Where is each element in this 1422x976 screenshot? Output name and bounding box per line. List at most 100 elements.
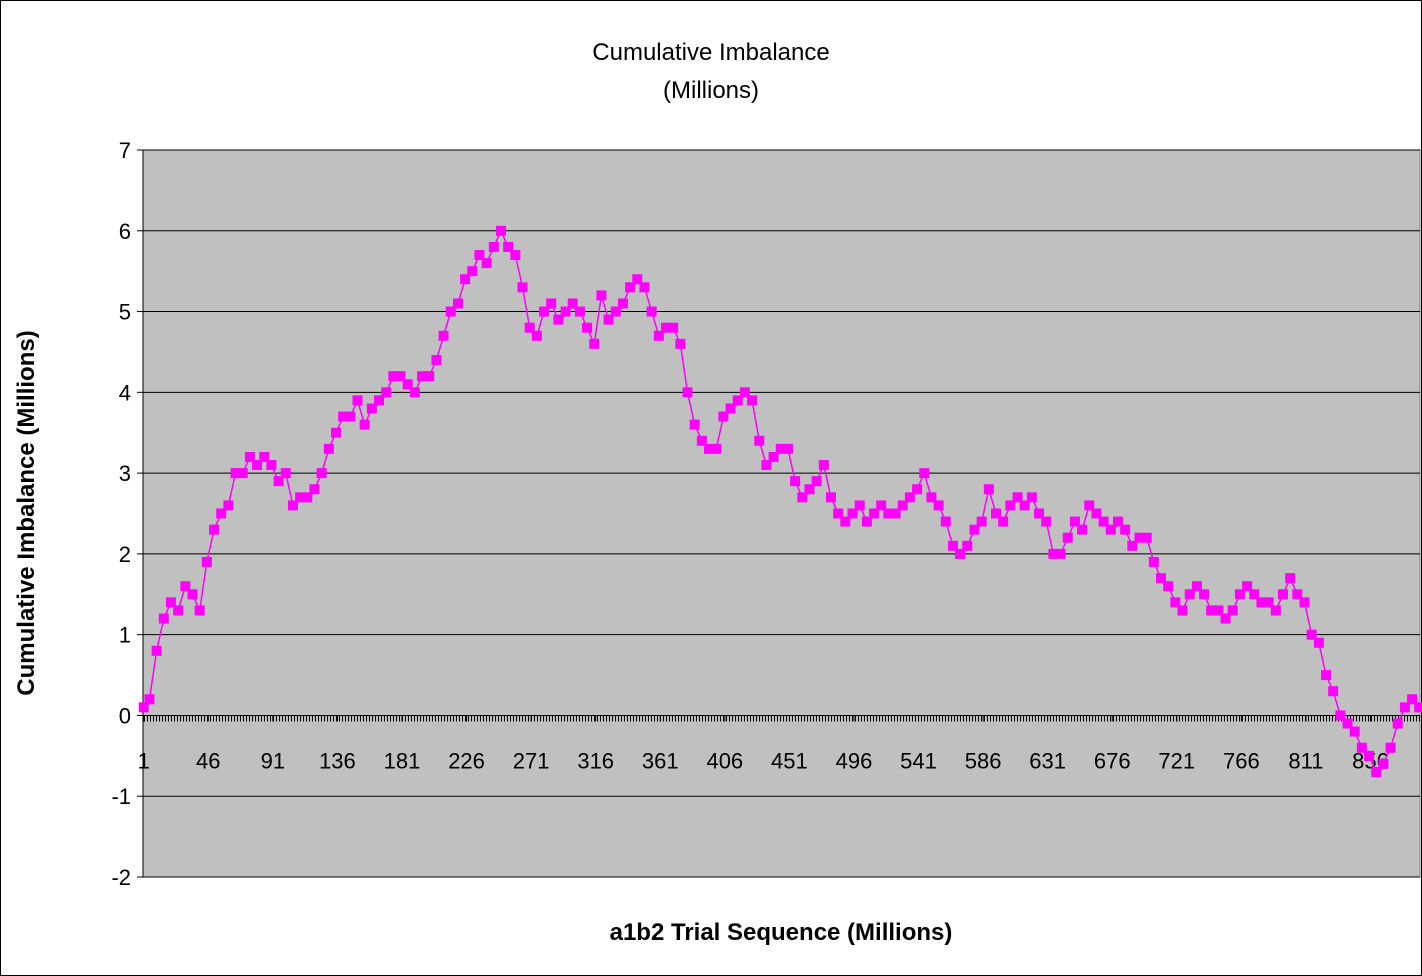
data-point xyxy=(675,338,686,349)
data-point xyxy=(460,274,471,285)
data-point xyxy=(546,298,557,309)
data-point xyxy=(639,282,650,293)
data-point xyxy=(173,605,184,616)
data-point xyxy=(696,435,707,446)
data-point xyxy=(1062,532,1073,543)
data-point xyxy=(345,411,356,422)
data-point xyxy=(1098,516,1109,527)
data-point xyxy=(761,460,772,471)
data-point xyxy=(280,468,291,479)
data-point xyxy=(1335,710,1346,721)
data-point xyxy=(711,443,722,454)
data-point xyxy=(617,298,628,309)
data-point xyxy=(1306,629,1317,640)
data-point xyxy=(151,645,162,656)
data-point xyxy=(1012,492,1023,503)
data-point xyxy=(316,468,327,479)
y-tick-label: 4 xyxy=(119,380,131,405)
data-point xyxy=(488,241,499,252)
data-point xyxy=(237,468,248,479)
data-point xyxy=(1321,670,1332,681)
y-tick-label: 1 xyxy=(119,623,131,648)
x-tick-label: 586 xyxy=(965,748,1002,773)
data-point xyxy=(1163,581,1174,592)
data-point xyxy=(574,306,585,317)
data-point xyxy=(409,387,420,398)
data-point xyxy=(904,492,915,503)
data-point xyxy=(768,451,779,462)
data-point xyxy=(589,338,600,349)
data-point xyxy=(539,306,550,317)
data-point xyxy=(1356,742,1367,753)
x-tick-label: 361 xyxy=(642,748,679,773)
data-point xyxy=(352,395,363,406)
data-point xyxy=(897,500,908,511)
data-point xyxy=(359,419,370,430)
data-point xyxy=(826,492,837,503)
x-tick-label: 811 xyxy=(1288,748,1323,773)
data-point xyxy=(1364,750,1375,761)
data-point xyxy=(668,322,679,333)
data-point xyxy=(797,492,808,503)
x-tick-label: 316 xyxy=(577,748,614,773)
data-point xyxy=(1120,524,1131,535)
data-point xyxy=(1249,589,1260,600)
data-point xyxy=(338,411,349,422)
data-point xyxy=(596,290,607,301)
data-point xyxy=(388,371,399,382)
data-point xyxy=(287,500,298,511)
data-point xyxy=(1234,589,1245,600)
data-point xyxy=(524,322,535,333)
data-point xyxy=(138,702,149,713)
data-point xyxy=(1019,500,1030,511)
data-point xyxy=(1313,637,1324,648)
x-tick-label: 91 xyxy=(261,748,285,773)
data-point xyxy=(366,403,377,414)
data-point xyxy=(1206,605,1217,616)
data-point xyxy=(223,500,234,511)
data-point xyxy=(704,443,715,454)
data-point xyxy=(933,500,944,511)
data-point xyxy=(1084,500,1095,511)
data-point xyxy=(991,508,1002,519)
data-point xyxy=(1270,605,1281,616)
data-point xyxy=(252,460,263,471)
data-point xyxy=(732,395,743,406)
data-point xyxy=(1349,726,1360,737)
data-point xyxy=(1399,702,1410,713)
data-point xyxy=(1005,500,1016,511)
data-point xyxy=(1156,573,1167,584)
data-point xyxy=(201,556,212,567)
x-tick-label: 496 xyxy=(836,748,873,773)
data-point xyxy=(1277,589,1288,600)
data-point xyxy=(1069,516,1080,527)
data-point xyxy=(775,443,786,454)
data-point xyxy=(833,508,844,519)
data-point xyxy=(962,540,973,551)
data-point xyxy=(1177,605,1188,616)
data-point xyxy=(1184,589,1195,600)
data-point xyxy=(1385,742,1396,753)
data-point xyxy=(330,427,341,438)
data-point xyxy=(926,492,937,503)
data-point xyxy=(869,508,880,519)
y-axis-title: Cumulative Imbalance (Millions) xyxy=(13,330,40,695)
data-point xyxy=(323,443,334,454)
data-point xyxy=(1256,597,1267,608)
data-point xyxy=(969,524,980,535)
y-tick-label: -2 xyxy=(111,865,131,890)
data-point xyxy=(1392,718,1403,729)
data-point xyxy=(510,250,521,261)
data-point xyxy=(1199,589,1210,600)
data-point xyxy=(1299,597,1310,608)
data-point xyxy=(1141,532,1152,543)
data-point xyxy=(144,694,155,705)
data-point xyxy=(187,589,198,600)
data-point xyxy=(718,411,729,422)
data-point xyxy=(295,492,306,503)
data-point xyxy=(165,597,176,608)
data-point xyxy=(503,241,514,252)
data-point xyxy=(998,516,1009,527)
data-point xyxy=(553,314,564,325)
data-point xyxy=(689,419,700,430)
